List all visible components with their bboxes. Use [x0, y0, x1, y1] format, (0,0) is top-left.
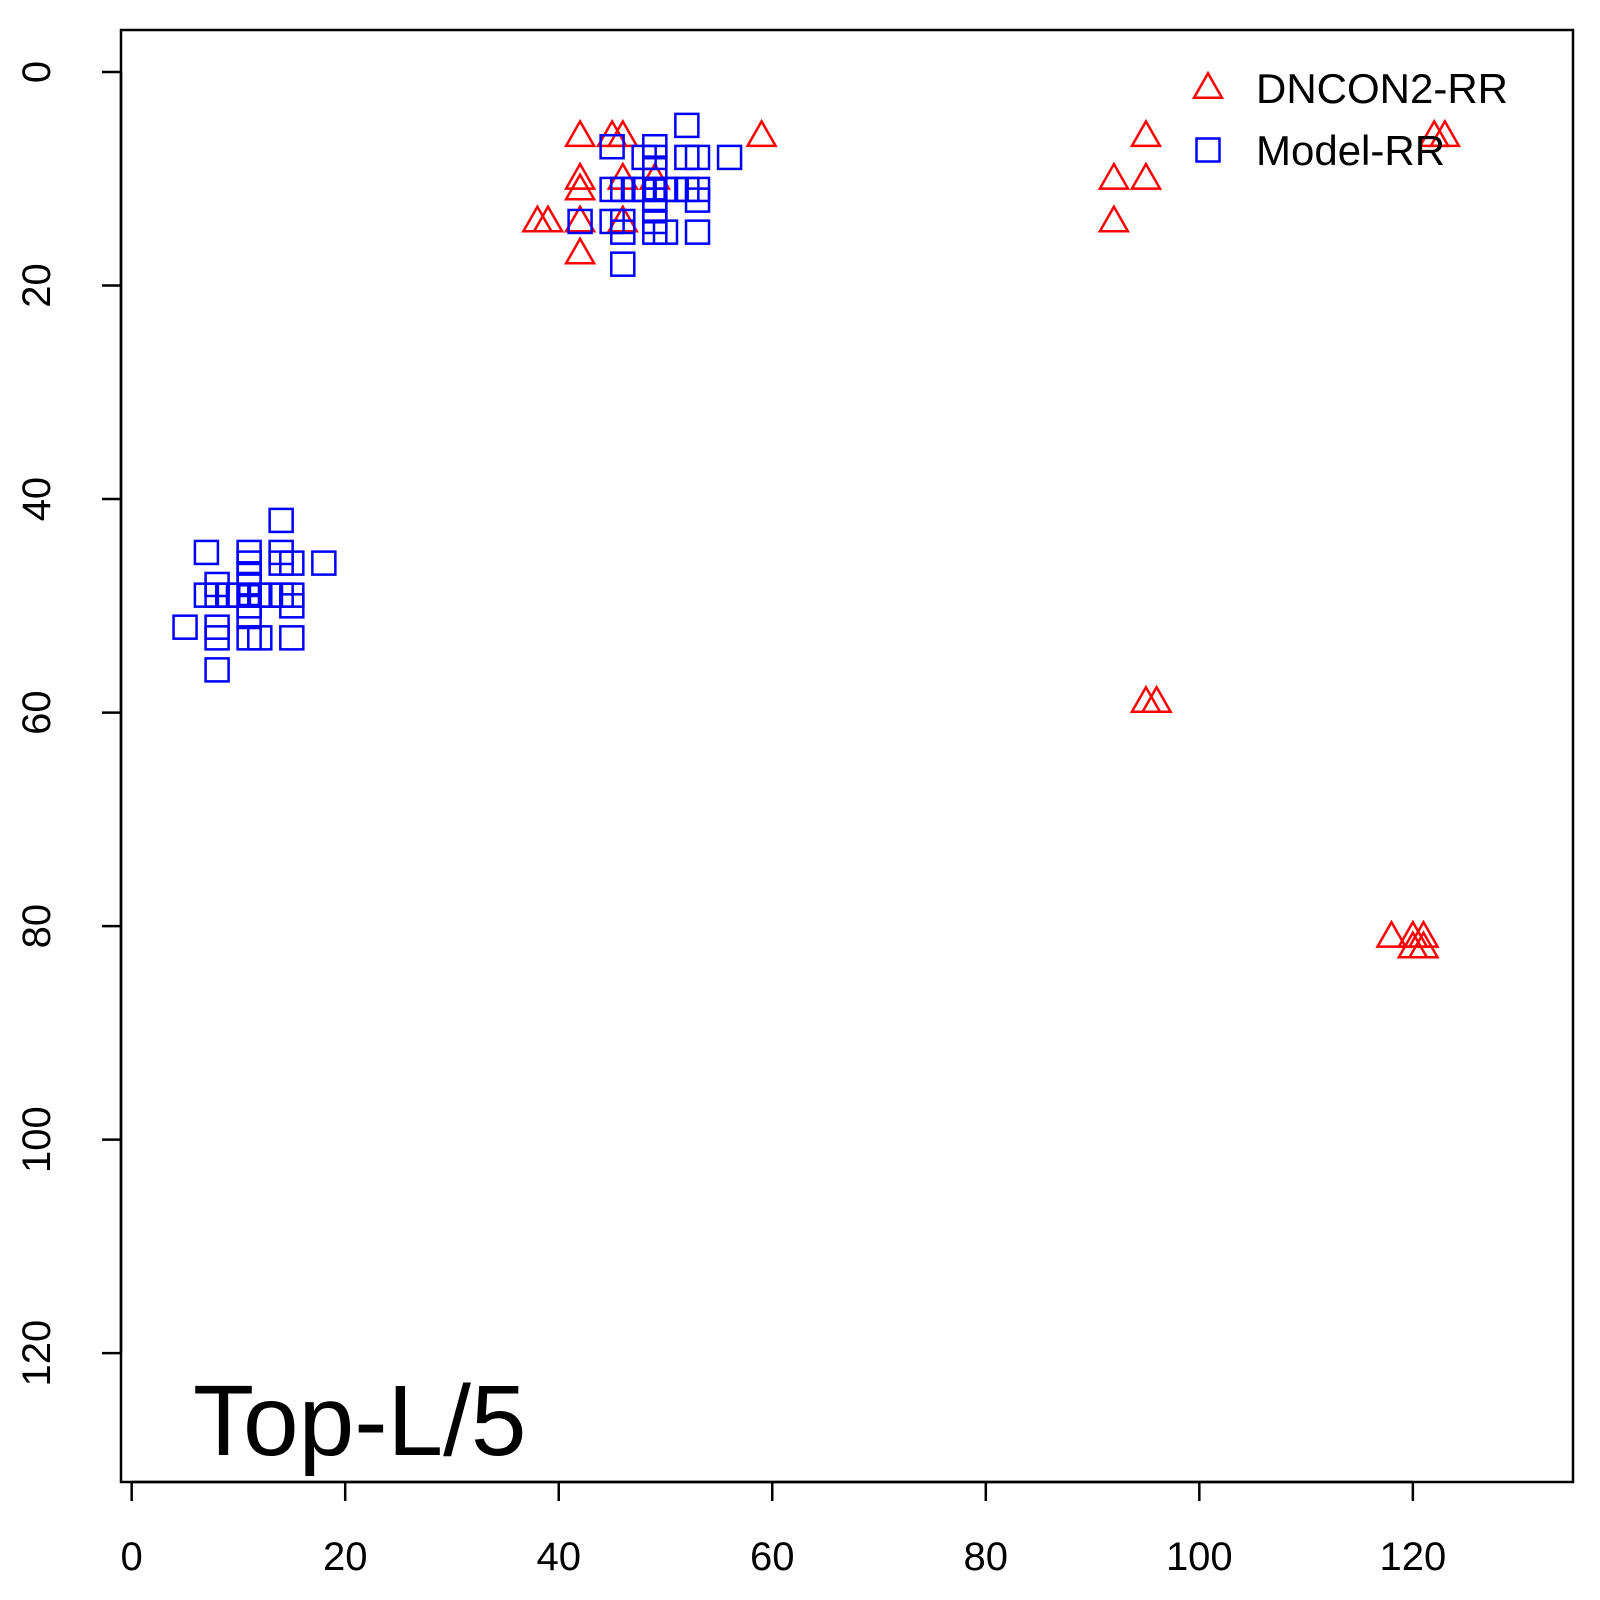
triangle-point: [1140, 684, 1173, 713]
square-point: [716, 144, 743, 171]
triangle-point: [1097, 204, 1131, 233]
x-tick-label: 120: [1379, 1535, 1446, 1579]
legend-triangle-icon: [1191, 70, 1225, 100]
legend-label: Model-RR: [1256, 127, 1445, 174]
y-tick-label: 120: [15, 1320, 59, 1387]
triangle-point: [1407, 930, 1440, 959]
panel-label: Top-L/5: [193, 1365, 527, 1477]
y-tick-label: 20: [15, 263, 59, 308]
square-point: [279, 593, 305, 619]
y-axis: 0 20 40 60 80 100 120: [15, 61, 123, 1387]
square-point: [674, 112, 700, 139]
x-tick-label: 100: [1166, 1535, 1233, 1579]
y-tick-label: 60: [15, 690, 59, 735]
legend: DNCON2-RR Model-RR: [1191, 65, 1508, 174]
square-point: [684, 219, 711, 245]
triangle-point: [563, 204, 597, 233]
triangle-point: [1428, 118, 1462, 148]
square-point: [652, 219, 679, 245]
plot-frame: [119, 28, 1575, 1484]
square-point: [268, 507, 294, 534]
square-point: [684, 144, 711, 171]
square-point: [599, 133, 625, 160]
triangle-point: [1097, 161, 1131, 190]
y-tick-label: 100: [15, 1106, 59, 1173]
x-axis: 0 20 40 60 80 100 120: [121, 1480, 1446, 1579]
triangle-point: [531, 204, 565, 233]
triangle-point: [563, 172, 597, 201]
square-point: [247, 625, 273, 651]
legend-square-icon: [1195, 137, 1221, 163]
triangle-point: [563, 161, 597, 190]
y-tick-label: 0: [15, 61, 59, 83]
data-points: [172, 112, 1462, 959]
square-point: [172, 614, 198, 640]
x-tick-label: 20: [323, 1535, 368, 1579]
square-point: [610, 219, 636, 245]
y-tick-label: 80: [15, 904, 59, 949]
square-point: [311, 550, 337, 576]
triangle-point: [1129, 161, 1163, 190]
y-tick-label: 40: [15, 477, 59, 522]
square-point: [684, 187, 711, 213]
square-point: [193, 539, 220, 566]
square-point: [204, 625, 230, 651]
triangle-point: [1407, 919, 1440, 948]
square-point: [279, 550, 305, 576]
series-model-rr: [172, 112, 743, 683]
x-tick-label: 80: [964, 1535, 1009, 1579]
triangle-point: [745, 118, 778, 148]
triangle-point: [1129, 118, 1163, 148]
square-point: [610, 251, 636, 277]
triangle-point: [1375, 919, 1408, 948]
triangle-point: [563, 236, 597, 265]
x-tick-label: 0: [121, 1535, 143, 1579]
x-tick-label: 60: [750, 1535, 795, 1579]
square-point: [279, 625, 305, 651]
x-tick-label: 40: [536, 1535, 581, 1579]
triangle-point: [563, 118, 597, 148]
square-point: [567, 208, 593, 235]
square-point: [204, 657, 230, 683]
series-dncon2-rr: [521, 118, 1462, 959]
legend-label: DNCON2-RR: [1256, 65, 1508, 112]
